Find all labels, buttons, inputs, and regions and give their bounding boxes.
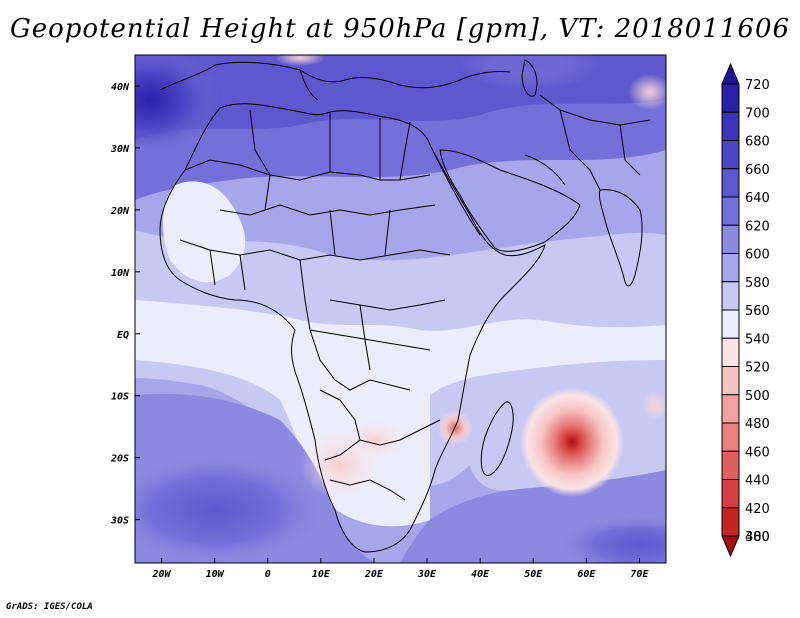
india-coastline <box>599 189 643 287</box>
arabia-coastline <box>439 149 581 252</box>
lon-tick-label: 10E <box>312 569 331 580</box>
colorbar-box <box>721 366 740 396</box>
colorbar-bottom-triangle <box>721 535 740 558</box>
colorbar-label: 460 <box>745 445 770 460</box>
lat-tick-label: 30S <box>110 516 129 527</box>
colorbar-box <box>721 168 740 198</box>
colorbar-box <box>721 450 740 480</box>
lon-tick-label: 10W <box>206 569 225 580</box>
lat-tick-label: 30N <box>110 144 130 155</box>
lat-tick-label: 20S <box>110 454 129 465</box>
colorbar-box <box>721 479 740 509</box>
colorbar-box <box>721 196 740 226</box>
lon-tick-label: 40E <box>471 569 490 580</box>
colorbar-label: 520 <box>745 361 770 376</box>
lon-tick-label: 20W <box>152 569 172 580</box>
colorbar-label: 600 <box>745 248 770 263</box>
colorbar-label: 640 <box>745 191 770 206</box>
africa-coastline <box>159 103 546 553</box>
lat-tick-label: 10S <box>111 392 129 403</box>
lat-tick-label: 10N <box>111 268 130 279</box>
lon-tick-label: 30E <box>417 569 437 580</box>
colorbar-label: 560 <box>745 304 770 319</box>
height-field <box>135 55 666 563</box>
lon-tick-label: 50E <box>524 569 543 580</box>
colorbar-label: 580 <box>745 276 770 291</box>
lat-tick-label: 40N <box>111 82 130 93</box>
colorbar-label: 480 <box>745 417 770 432</box>
longitude-ticks: 20W 10W 0 10E 20E 30E 40E 50E 60E 70E <box>152 558 649 580</box>
lon-tick-label: 60E <box>577 569 596 580</box>
latitude-ticks: 40N 30N 20N 10N EQ 10S 20S 30S <box>110 82 140 527</box>
colorbar-label: 540 <box>745 332 770 347</box>
lon-tick-label: 20E <box>364 569 384 580</box>
colorbar-box <box>721 253 740 283</box>
colorbar-box <box>721 281 740 311</box>
colorbar-label: 440 <box>745 474 770 489</box>
colorbar-label: 660 <box>745 163 770 178</box>
coastlines <box>159 59 651 553</box>
colorbar-box <box>721 394 740 424</box>
colorbar-label: 380 <box>745 530 770 545</box>
colorbar-box <box>721 83 740 113</box>
colorbar-box <box>721 309 740 339</box>
colorbar-box <box>721 224 740 254</box>
chart-title: Geopotential Height at 950hPa [gpm], VT:… <box>9 14 791 44</box>
madagascar-coastline <box>480 401 514 476</box>
colorbar-label: 620 <box>745 219 770 234</box>
colorbar: 720 700 680 660 640 620 600 580 560 540 520 500 480 4… <box>721 62 770 558</box>
colorbar-label: 400 <box>745 530 770 545</box>
colorbar-box <box>721 422 740 452</box>
grads-credit: GrADS: IGES/COLA <box>6 602 93 612</box>
lat-tick-label: 20N <box>110 206 130 217</box>
lon-tick-label: 0 <box>265 569 271 580</box>
lat-tick-label: EQ <box>117 330 129 341</box>
colorbar-box <box>721 140 740 170</box>
colorbar-box <box>721 337 740 367</box>
europe-coastline <box>159 61 511 91</box>
colorbar-label: 500 <box>745 389 770 404</box>
colorbar-label: 420 <box>745 502 770 517</box>
colorbar-label: 720 <box>745 78 770 93</box>
lon-tick-label: 70E <box>630 569 649 580</box>
colorbar-label: 700 <box>745 106 770 121</box>
colorbar-box <box>721 111 740 141</box>
plot-frame <box>134 54 667 564</box>
colorbar-box <box>721 507 740 537</box>
colorbar-top-triangle <box>721 62 740 85</box>
colorbar-label: 680 <box>745 135 770 150</box>
